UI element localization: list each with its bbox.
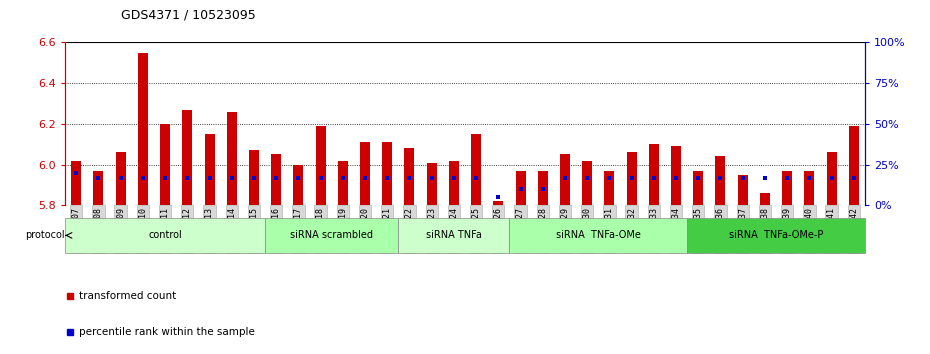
Bar [449, 161, 458, 205]
Bar [315, 126, 326, 205]
Bar [427, 162, 437, 205]
Text: GDS4371 / 10523095: GDS4371 / 10523095 [121, 8, 256, 21]
Bar [671, 146, 681, 205]
Bar [227, 112, 237, 205]
Bar [65, 218, 265, 253]
Bar [360, 142, 370, 205]
Bar [265, 218, 398, 253]
Bar [493, 201, 503, 205]
Text: protocol: protocol [25, 230, 65, 240]
Text: siRNA TNFa: siRNA TNFa [426, 230, 482, 240]
Text: control: control [148, 230, 182, 240]
Bar [515, 171, 525, 205]
Bar [205, 134, 215, 205]
Bar [849, 126, 858, 205]
Bar [115, 152, 126, 205]
Bar [160, 124, 170, 205]
Bar [782, 171, 792, 205]
Bar [272, 154, 281, 205]
Bar [538, 171, 548, 205]
Text: transformed count: transformed count [79, 291, 177, 302]
Bar [649, 144, 658, 205]
Bar [687, 218, 865, 253]
Bar [405, 148, 415, 205]
Bar [760, 193, 770, 205]
Bar [604, 171, 615, 205]
Bar [138, 53, 148, 205]
Bar [737, 175, 748, 205]
Text: percentile rank within the sample: percentile rank within the sample [79, 327, 255, 337]
Bar [293, 165, 303, 205]
Bar [693, 171, 703, 205]
Bar [510, 218, 687, 253]
Bar [93, 171, 103, 205]
Bar [715, 156, 725, 205]
Text: siRNA  TNFa-OMe-P: siRNA TNFa-OMe-P [729, 230, 823, 240]
Bar [582, 161, 592, 205]
Bar [627, 152, 637, 205]
Bar [182, 110, 193, 205]
Bar [72, 161, 81, 205]
Bar [249, 150, 259, 205]
Bar [560, 154, 570, 205]
Bar [827, 152, 837, 205]
Text: siRNA  TNFa-OMe: siRNA TNFa-OMe [556, 230, 641, 240]
Bar [338, 161, 348, 205]
Bar [804, 171, 815, 205]
Bar [382, 142, 392, 205]
Bar [398, 218, 510, 253]
Bar [472, 134, 481, 205]
Text: siRNA scrambled: siRNA scrambled [290, 230, 373, 240]
